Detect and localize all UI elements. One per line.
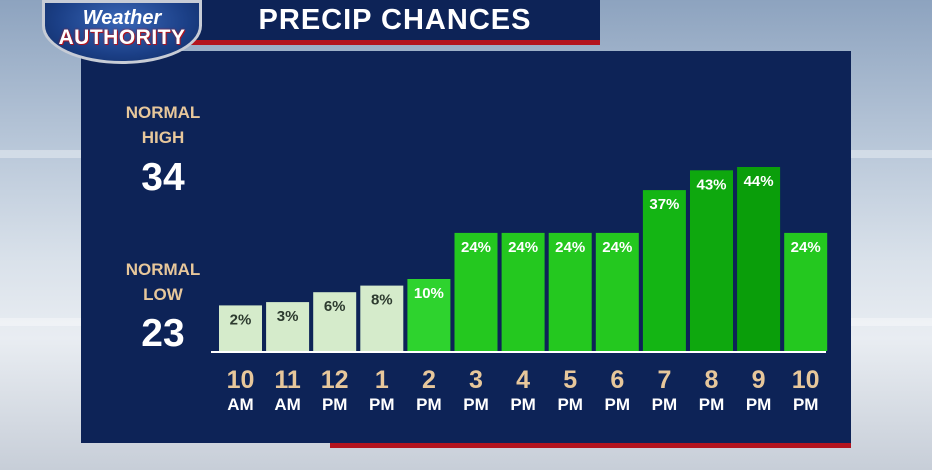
bar-value-label: 37% — [649, 196, 679, 213]
x-tick-hour: 6 — [610, 366, 624, 394]
normal-high-label-line2: HIGH — [141, 128, 185, 147]
bar-value-label: 10% — [414, 285, 444, 302]
x-tick-ampm: AM — [274, 395, 300, 414]
page-title: PRECIP CHANCES — [258, 3, 532, 36]
x-tick-hour: 1 — [375, 366, 389, 394]
x-tick-hour: 2 — [422, 366, 436, 394]
x-tick-ampm: PM — [510, 395, 536, 414]
bar-3 — [360, 285, 404, 351]
bar-value-label: 24% — [508, 239, 538, 256]
bar-6 — [501, 232, 545, 351]
bar-12 — [784, 232, 828, 351]
x-tick-hour: 10 — [792, 366, 820, 394]
normal-high-value: 34 — [141, 156, 185, 199]
normal-low-label-line1: NORMAL — [125, 260, 201, 279]
x-tick-hour: 8 — [705, 366, 719, 394]
x-tick-ampm: PM — [699, 395, 725, 414]
x-tick-hour: 5 — [563, 366, 577, 394]
x-tick-hour: 4 — [516, 366, 530, 394]
x-tick-hour: 3 — [469, 366, 483, 394]
bar-value-label: 24% — [555, 239, 585, 256]
bar-5 — [454, 232, 498, 351]
bar-value-label: 2% — [230, 311, 252, 328]
x-tick-ampm: PM — [605, 395, 631, 414]
bar-value-label: 3% — [277, 308, 299, 325]
x-tick-hour: 11 — [274, 366, 301, 394]
bar-value-label: 43% — [696, 176, 726, 193]
normal-high-label-line1: NORMAL — [125, 103, 201, 122]
x-tick-ampm: PM — [416, 395, 442, 414]
bar-2 — [313, 292, 357, 351]
x-tick-ampm: AM — [227, 395, 253, 414]
x-tick-hour: 12 — [321, 366, 349, 394]
bar-value-label: 24% — [602, 239, 632, 256]
bar-10 — [690, 170, 733, 351]
normal-low-value: 23 — [141, 312, 185, 355]
bar-value-label: 44% — [744, 173, 774, 190]
x-tick-ampm: PM — [322, 395, 348, 414]
logo-line-2: AUTHORITY — [58, 26, 186, 49]
x-tick-ampm: PM — [369, 395, 395, 414]
bar-4 — [407, 279, 451, 351]
bar-9 — [642, 190, 686, 351]
x-tick-ampm: PM — [652, 395, 678, 414]
logo-line-1: Weather — [82, 7, 162, 29]
x-tick-ampm: PM — [463, 395, 489, 414]
x-tick-hour: 9 — [752, 366, 766, 394]
bar-8 — [595, 232, 639, 351]
bar-value-label: 6% — [324, 298, 346, 315]
bar-value-label: 24% — [461, 239, 491, 256]
bar-0 — [219, 305, 262, 351]
bar-value-label: 8% — [371, 292, 393, 309]
normal-low-label-line2: LOW — [143, 285, 183, 304]
x-tick-ampm: PM — [557, 395, 583, 414]
x-tick-hour: 10 — [227, 366, 255, 394]
bar-7 — [548, 232, 592, 351]
bottom-accent-bar — [330, 443, 851, 448]
weather-authority-logo: Weather AUTHORITY — [42, 0, 202, 64]
x-tick-hour: 7 — [657, 366, 671, 394]
bar-1 — [266, 302, 310, 351]
bar-value-label: 24% — [791, 239, 821, 256]
bar-11 — [737, 167, 781, 351]
x-tick-ampm: PM — [746, 395, 772, 414]
title-bar: PRECIP CHANCES — [190, 0, 600, 45]
x-tick-ampm: PM — [793, 395, 819, 414]
